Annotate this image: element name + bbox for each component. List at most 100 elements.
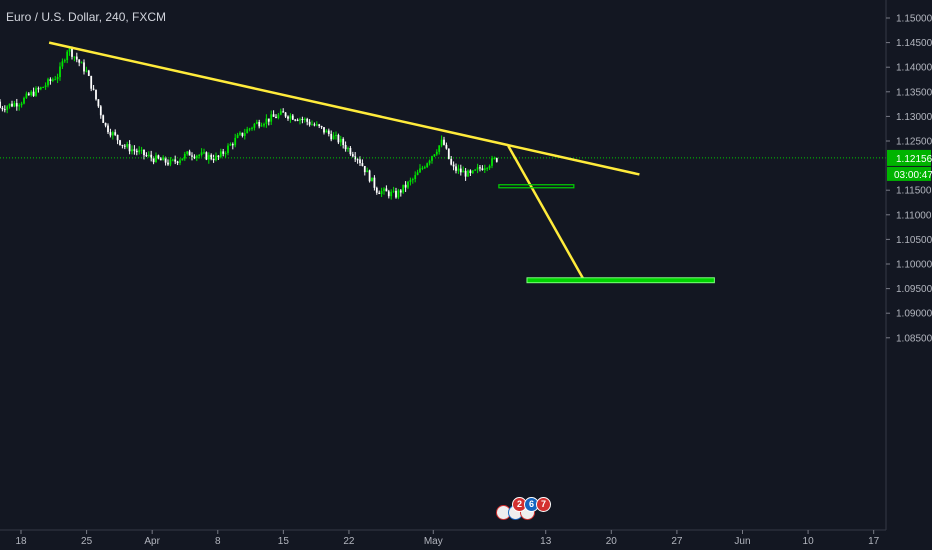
candle-body xyxy=(133,149,136,151)
time-tick-label: 8 xyxy=(215,536,221,547)
candle-body xyxy=(227,145,229,153)
price-axis: 1.15000 1.14500 1.14000 1.13500 1.13000 1.125… xyxy=(885,0,932,530)
candle-body xyxy=(342,138,345,146)
candle-body xyxy=(363,165,366,173)
candle-body xyxy=(212,158,215,161)
candle-body xyxy=(462,170,465,173)
candle-body xyxy=(167,162,169,165)
price-tick-label: 1.08500 xyxy=(896,333,932,344)
candle-body xyxy=(495,158,498,162)
candle-body xyxy=(368,170,371,182)
candle-body xyxy=(279,111,282,115)
candle-body xyxy=(493,158,496,160)
candle-body xyxy=(210,154,213,159)
candle-body xyxy=(183,153,186,159)
candle-body xyxy=(174,159,177,162)
candle-body xyxy=(438,145,441,152)
candle-body xyxy=(402,184,405,193)
price-tick-label: 1.10000 xyxy=(896,260,932,271)
candle-body xyxy=(323,127,325,133)
candle-body xyxy=(255,121,258,124)
price-tick-label: 1.11500 xyxy=(896,186,932,197)
candle-body xyxy=(99,106,102,116)
time-tick-label: 10 xyxy=(803,536,815,547)
candle-body xyxy=(222,151,225,154)
candle-body xyxy=(399,190,402,193)
candle-body xyxy=(435,151,438,155)
candle-body xyxy=(66,51,69,61)
time-tick-label: 13 xyxy=(540,536,552,547)
candle-body xyxy=(253,123,256,128)
time-tick-label: 18 xyxy=(15,536,27,547)
candle-body xyxy=(186,151,189,154)
candle-body xyxy=(11,103,13,107)
candle-body xyxy=(375,187,378,193)
candle-body xyxy=(421,167,424,169)
candle-body xyxy=(483,168,486,170)
candle-body xyxy=(18,105,21,107)
candle-body xyxy=(371,177,373,182)
candle-body xyxy=(457,168,460,171)
candle-body xyxy=(85,70,88,72)
candle-body xyxy=(265,118,268,124)
candle-body xyxy=(385,188,388,192)
candle-body xyxy=(155,155,157,163)
candle-body xyxy=(354,156,357,160)
candle-body xyxy=(107,125,109,133)
candle-body xyxy=(471,170,474,174)
candle-body xyxy=(109,132,112,136)
candle-body xyxy=(263,123,265,126)
countdown-label: 03:00:47 xyxy=(894,170,932,181)
candle-body xyxy=(198,155,201,157)
candle-body xyxy=(90,75,93,89)
candle-body xyxy=(443,139,445,145)
candle-body xyxy=(411,179,414,181)
time-tick-label: 15 xyxy=(278,536,290,547)
candle-body xyxy=(335,134,337,136)
candle-body xyxy=(474,169,477,171)
candle-body xyxy=(258,121,261,127)
current-price-label-bg xyxy=(887,149,931,166)
time-tick-label: May xyxy=(424,536,443,547)
candle-body xyxy=(143,149,145,156)
candle-body xyxy=(56,77,59,80)
candle-body xyxy=(356,159,359,161)
candle-body xyxy=(95,89,97,100)
event-count-badge[interactable]: 7 xyxy=(536,497,551,512)
candle-body xyxy=(8,103,11,107)
candle-body xyxy=(294,119,297,121)
candle-body xyxy=(39,87,42,90)
candle-body xyxy=(152,158,155,163)
candle-body xyxy=(387,191,390,197)
candle-body xyxy=(92,88,95,90)
price-tick-label: 1.10500 xyxy=(896,235,932,246)
candle-body xyxy=(188,151,191,156)
candle-body xyxy=(361,163,364,166)
candle-body xyxy=(169,159,172,165)
candle-body xyxy=(23,97,25,104)
candle-body xyxy=(145,155,148,157)
candle-body xyxy=(423,167,426,169)
candle-body xyxy=(347,148,349,150)
candle-body xyxy=(59,66,61,78)
candle-body xyxy=(267,118,270,122)
candle-body xyxy=(366,170,369,173)
candle-body xyxy=(236,134,239,138)
candle-body xyxy=(359,159,361,164)
candle-body xyxy=(315,124,318,126)
candle-body xyxy=(193,156,196,158)
candle-body xyxy=(299,118,301,121)
candle-body xyxy=(32,91,35,96)
candle-body xyxy=(303,118,306,120)
candle-body xyxy=(373,177,376,188)
candle-body xyxy=(467,170,469,177)
candle-body xyxy=(131,149,133,152)
time-tick-label: 25 xyxy=(81,536,93,547)
candle-body xyxy=(121,144,124,146)
time-tick-label: Jun xyxy=(734,536,750,547)
price-tick-label: 1.14500 xyxy=(896,38,932,49)
candle-body xyxy=(0,101,1,108)
candles-layer xyxy=(0,46,498,200)
